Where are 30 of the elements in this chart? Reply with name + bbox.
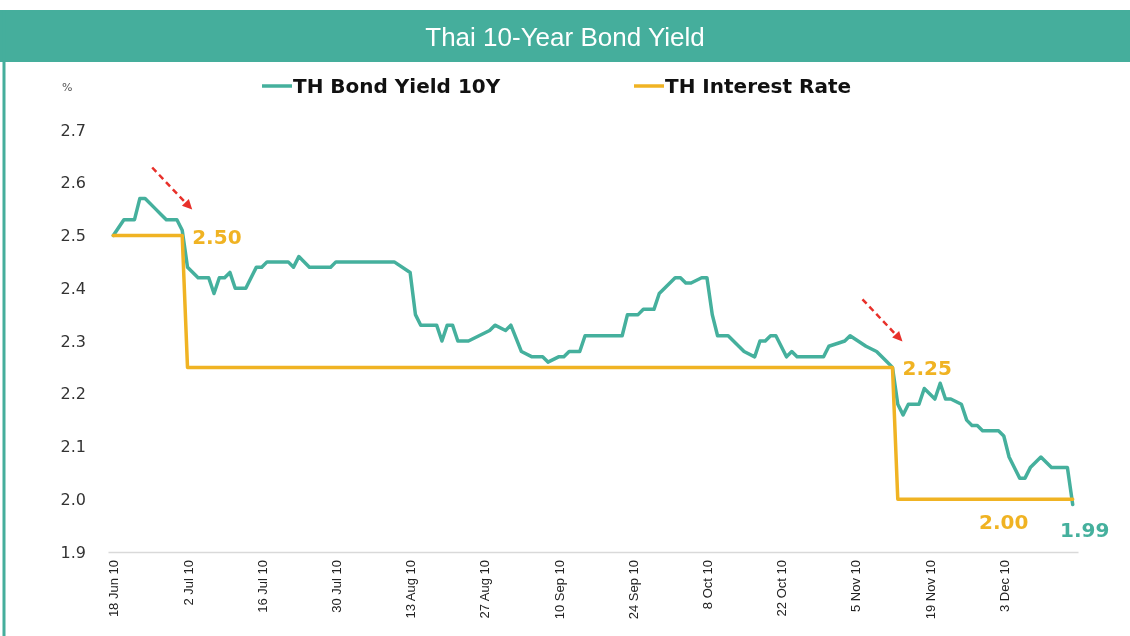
x-tick-label: 10 Sep 10 [551, 560, 567, 620]
legend-label: TH Bond Yield 10Y [293, 74, 501, 98]
x-tick-label: 16 Jul 10 [254, 560, 270, 613]
x-tick-label: 13 Aug 10 [403, 560, 419, 619]
x-tick-label: 22 Oct 10 [774, 560, 790, 617]
y-tick-label: 1.9 [60, 542, 86, 562]
x-tick-label: 5 Nov 10 [848, 560, 864, 613]
y-tick-label: 2.1 [60, 437, 86, 457]
y-tick-label: 2.3 [60, 331, 86, 351]
annotation: 1.99 [1060, 517, 1110, 542]
x-tick-label: 19 Nov 10 [922, 560, 938, 620]
y-tick-label: 2.2 [60, 384, 86, 404]
x-tick-label: 8 Oct 10 [700, 560, 716, 610]
x-tick-label: 24 Sep 10 [625, 560, 641, 620]
y-tick-label: 2.0 [60, 489, 86, 509]
x-tick-label: 2 Jul 10 [180, 560, 196, 606]
legend-label: TH Interest Rate [665, 74, 852, 98]
annotation: 2.25 [902, 356, 952, 381]
annotation: 2.00 [979, 510, 1029, 535]
y-tick-label: 2.6 [60, 173, 86, 193]
x-tick-label: 27 Aug 10 [477, 560, 493, 619]
x-tick-label: 30 Jul 10 [328, 560, 344, 613]
y-axis-title: % [62, 81, 73, 94]
y-tick-label: 2.4 [60, 278, 86, 298]
x-tick-label: 18 Jun 10 [106, 560, 122, 618]
annotation: 2.50 [192, 224, 242, 249]
chart-title: Thai 10-Year Bond Yield [425, 22, 705, 52]
y-tick-label: 2.7 [60, 120, 86, 140]
y-tick-label: 2.5 [60, 226, 86, 246]
x-tick-label: 3 Dec 10 [996, 560, 1012, 613]
